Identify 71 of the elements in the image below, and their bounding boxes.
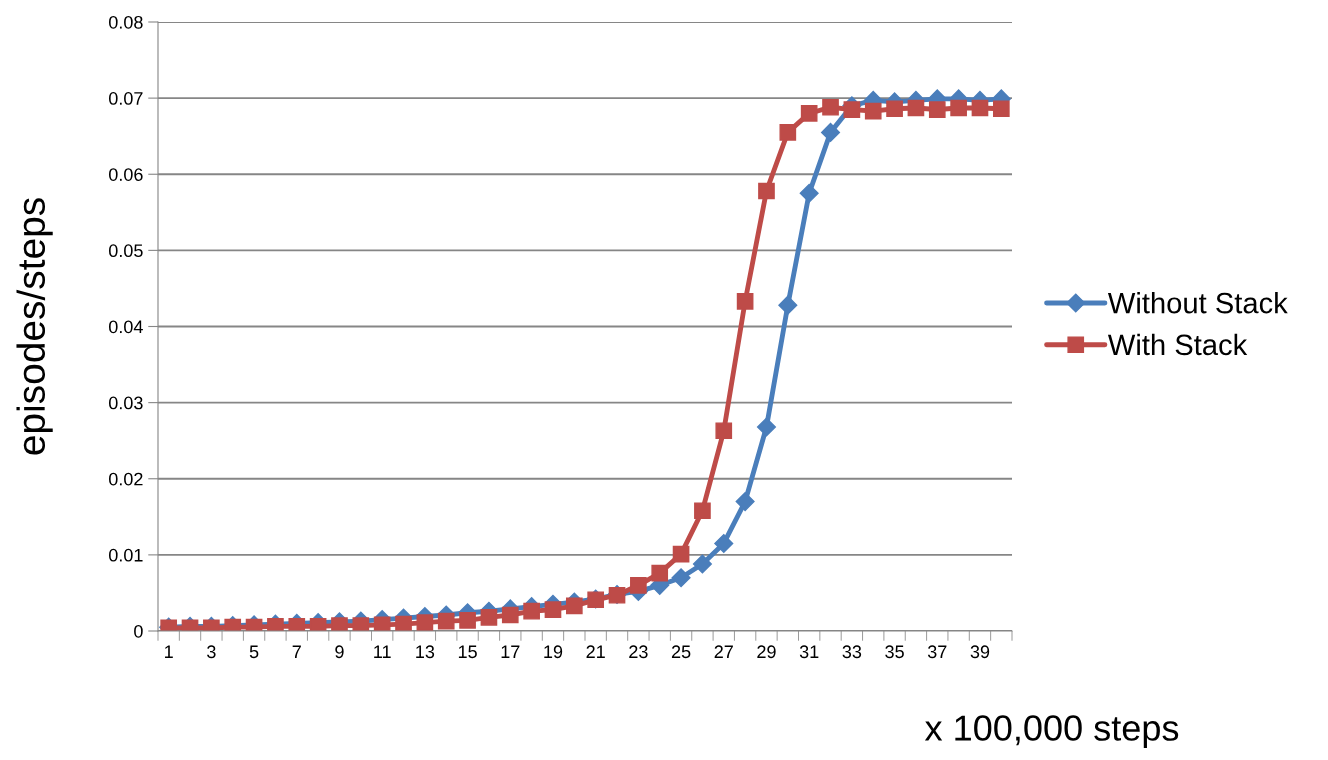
x-tick-label: 23 (629, 645, 648, 659)
point (800, 105, 818, 122)
x-tick-label: 15 (458, 645, 477, 659)
point (779, 124, 797, 141)
point (971, 99, 989, 117)
point (480, 608, 498, 626)
point (756, 417, 777, 437)
x-tick-label: 13 (416, 645, 435, 659)
point (886, 100, 903, 118)
point (799, 183, 819, 203)
y-tick-label: 0.03 (108, 396, 143, 410)
x-tick-label: 11 (374, 645, 391, 658)
point (651, 564, 669, 582)
point (694, 502, 711, 520)
x-tick-label: 29 (757, 645, 776, 659)
x-tick-label: 5 (249, 645, 259, 659)
point (758, 182, 775, 200)
point (523, 602, 540, 620)
point (352, 617, 370, 631)
x-tick-label: 39 (970, 645, 990, 659)
x-tick-label: 37 (927, 645, 947, 659)
point (735, 492, 755, 512)
point (671, 568, 691, 588)
point (992, 100, 1010, 118)
y-tick-label: 0.05 (108, 244, 143, 258)
y-tick-label: 0 (134, 624, 143, 638)
point (843, 101, 861, 118)
x-tick-label: 27 (714, 645, 733, 658)
x-tick-label: 9 (335, 645, 344, 659)
point (630, 576, 647, 594)
point (459, 612, 476, 629)
y-tick-label: 0.01 (108, 548, 143, 562)
y-tick-label: 0.08 (108, 15, 143, 29)
point (501, 606, 519, 624)
y-axis-title: episodes/steps (16, 198, 53, 455)
point (736, 293, 754, 310)
x-tick-label: 21 (586, 645, 605, 658)
x-tick-label: 19 (544, 645, 563, 659)
point (820, 122, 841, 142)
y-tick-label: 0.06 (108, 168, 143, 181)
point (437, 612, 455, 630)
x-axis-title: x 100,000 steps (924, 715, 1179, 748)
point (822, 98, 839, 116)
point (395, 615, 412, 631)
x-tick-label: 31 (799, 645, 819, 659)
x-tick-label: 3 (207, 645, 216, 659)
x-tick-label: 7 (292, 645, 301, 658)
x-tick-label: 1 (165, 645, 173, 658)
point (692, 554, 712, 574)
y-tick-label: 0.02 (108, 472, 143, 486)
point (544, 601, 562, 619)
point (331, 617, 348, 631)
point (778, 295, 798, 315)
point (672, 545, 690, 563)
point (715, 422, 733, 440)
x-tick-label: 17 (501, 645, 520, 658)
x-tick-label: 33 (842, 645, 862, 659)
point (950, 99, 967, 117)
point (373, 616, 391, 631)
y-tick-label: 0.04 (108, 320, 143, 334)
legend-label: Without Stack (1107, 292, 1288, 314)
point (864, 102, 882, 120)
point (907, 99, 925, 117)
legend-label: With Stack (1107, 333, 1248, 356)
y-tick-label: 0.07 (108, 92, 143, 105)
point (416, 614, 434, 631)
point (565, 597, 583, 615)
point (928, 101, 946, 118)
point (714, 533, 734, 553)
x-tick-label: 25 (671, 645, 691, 659)
x-tick-label: 35 (885, 645, 904, 659)
